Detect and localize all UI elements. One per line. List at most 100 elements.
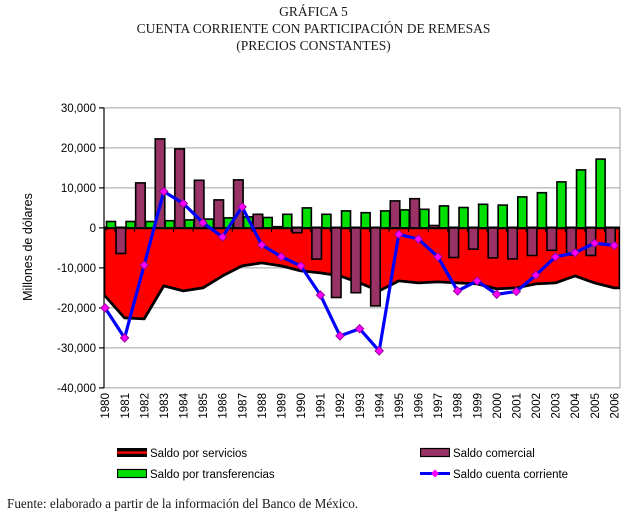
x-tick-label: 1989 — [276, 393, 288, 419]
x-tick-label: 2000 — [492, 393, 504, 419]
marker-cuenta-corriente-1982 — [139, 260, 149, 270]
area-series-servicios — [104, 226, 620, 321]
chart-title-line1: GRÁFICA 5 — [279, 4, 348, 19]
x-tick-label: 2001 — [511, 393, 523, 419]
y-tick-label: -40,000 — [57, 383, 96, 395]
y-tick-label: 0 — [90, 223, 96, 235]
bar-transferencias-1993 — [360, 211, 371, 229]
bar-transferencias-1994 — [379, 210, 391, 229]
bar-comercial-1994 — [369, 227, 381, 307]
marker-cuenta-corriente-1993 — [354, 323, 365, 334]
legend-label-comercial: Saldo comercial — [453, 448, 535, 460]
x-tick-label: 1990 — [296, 393, 308, 419]
marker-cuenta-corriente-1998 — [452, 286, 463, 296]
legend-label-cuenta-corriente: Saldo cuenta corriente — [453, 469, 569, 481]
x-tick-label: 1985 — [198, 393, 210, 419]
marker-cuenta-corriente-1992 — [335, 331, 345, 341]
x-tick-label: 2003 — [551, 393, 563, 419]
bar-comercial-1986 — [213, 199, 225, 229]
marker-cuenta-corriente-1997 — [433, 252, 443, 262]
marker-cuenta-corriente-1985 — [198, 217, 208, 228]
x-tick-label: 1986 — [218, 393, 230, 419]
bar-transferencias-2001 — [516, 196, 528, 229]
bar-transferencias-1980 — [105, 220, 117, 229]
bar-comercial-1998 — [448, 227, 460, 259]
bar-transferencias-2005 — [595, 158, 606, 229]
bar-transferencias-1995 — [399, 209, 411, 229]
bar-comercial-1992 — [330, 227, 342, 299]
bar-transferencias-1992 — [340, 210, 352, 229]
legend-item-transferencias: Saldo por transferencias — [116, 468, 275, 481]
marker-cuenta-corriente-1981 — [119, 333, 130, 343]
marker-cuenta-corriente-1983 — [158, 186, 169, 197]
x-tick-label: 1992 — [335, 393, 347, 419]
bar-transferencias-1997 — [438, 205, 450, 229]
bar-transferencias-1991 — [321, 213, 332, 229]
marker-cuenta-corriente-1999 — [472, 276, 482, 286]
x-tick-label: 1999 — [472, 393, 484, 419]
bar-comercial-2002 — [526, 227, 538, 257]
source-note: Fuente: elaborado a partir de la informa… — [7, 496, 359, 511]
x-tick-label: 2006 — [609, 393, 621, 419]
x-tick-label: 1987 — [237, 393, 249, 419]
bar-transferencias-1989 — [281, 213, 293, 229]
chart-title-line3: (PRECIOS CONSTANTES) — [236, 38, 391, 53]
y-tick-label: -10,000 — [57, 263, 96, 275]
bar-transferencias-2000 — [497, 204, 509, 229]
y-tick-label: -30,000 — [57, 343, 96, 355]
bar-transferencias-1988 — [262, 216, 273, 229]
x-tick-label: 1981 — [120, 393, 132, 419]
marker-cuenta-corriente-2002 — [531, 270, 541, 280]
marker-cuenta-corriente-2004 — [570, 247, 580, 258]
bar-comercial-1982 — [134, 182, 146, 229]
bar-transferencias-1984 — [184, 219, 195, 229]
x-tick-label: 1980 — [100, 393, 112, 419]
bar-comercial-2001 — [506, 227, 519, 260]
bar-comercial-1991 — [311, 227, 323, 260]
bar-comercial-2000 — [487, 227, 499, 259]
marker-cuenta-corriente-1995 — [393, 229, 404, 240]
marker-cuenta-corriente-2003 — [550, 252, 561, 262]
bar-transferencias-2004 — [575, 169, 587, 229]
bar-comercial-1995 — [389, 200, 401, 229]
marker-cuenta-corriente-2006 — [609, 240, 620, 251]
x-tick-label: 1996 — [414, 393, 426, 419]
bar-transferencias-1990 — [301, 207, 313, 229]
bar-comercial-1985 — [193, 179, 205, 229]
x-tick-label: 1982 — [139, 393, 151, 419]
legend-item-servicios: Saldo por servicios — [117, 447, 247, 460]
legend-swatch-transferencias-icon — [116, 468, 148, 479]
marker-cuenta-corriente-1990 — [296, 261, 306, 271]
x-tick-label: 1988 — [257, 393, 269, 419]
x-tick-label: 2004 — [570, 392, 582, 418]
legend-label-servicios: Saldo por servicios — [150, 448, 248, 460]
legend-label-transferencias: Saldo por transferencias — [150, 469, 275, 481]
bar-comercial-2003 — [546, 227, 558, 252]
x-tick-label: 1995 — [394, 393, 406, 419]
marker-cuenta-corriente-2005 — [589, 238, 600, 248]
x-tick-label: 1991 — [316, 393, 328, 419]
bar-comercial-1983 — [154, 138, 166, 229]
marker-cuenta-corriente-1980 — [100, 303, 110, 313]
legend-item-cuenta-corriente: Saldo cuenta corriente — [420, 468, 568, 481]
bar-transferencias-2002 — [536, 191, 548, 229]
bar-transferencias-1981 — [125, 220, 136, 229]
bar-comercial-1999 — [467, 227, 479, 250]
marker-cuenta-corriente-1994 — [374, 346, 384, 356]
legend-swatch-cuenta-corriente-icon — [420, 469, 450, 478]
x-tick-label: 2005 — [590, 393, 602, 419]
legend-swatch-comercial-icon — [419, 447, 451, 458]
chart-title-line2: CUENTA CORRIENTE CON PARTICIPACIÓN DE RE… — [136, 21, 491, 36]
x-tick-label: 1983 — [159, 393, 171, 419]
marker-cuenta-corriente-1996 — [413, 234, 424, 244]
bar-comercial-1996 — [409, 197, 421, 229]
marker-cuenta-corriente-1989 — [276, 251, 287, 262]
bar-comercial-1990 — [291, 227, 303, 234]
bar-comercial-1997 — [428, 224, 440, 229]
marker-cuenta-corriente-2000 — [491, 289, 502, 300]
chart-title-block: GRÁFICA 5 CUENTA CORRIENTE CON PARTICIPA… — [0, 3, 627, 54]
x-tick-label: 1997 — [433, 393, 445, 419]
x-tick-label: 1998 — [453, 393, 465, 419]
bar-transferencias-2003 — [556, 181, 567, 229]
